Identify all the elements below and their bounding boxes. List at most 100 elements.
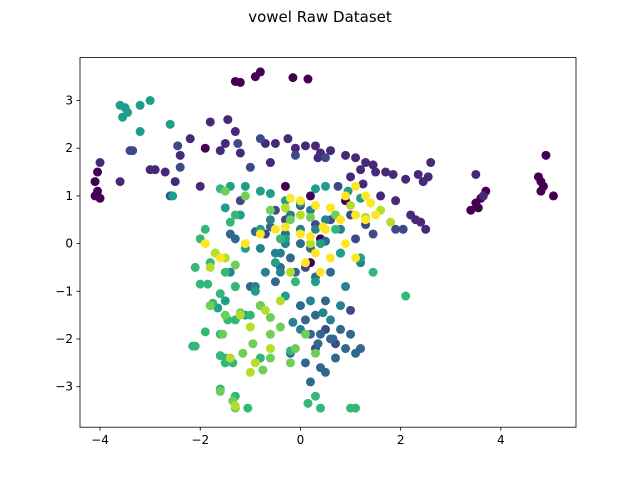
data-point bbox=[233, 138, 243, 148]
data-point bbox=[235, 77, 245, 87]
data-point bbox=[381, 167, 391, 177]
data-point bbox=[230, 260, 240, 270]
data-point bbox=[541, 150, 551, 160]
data-point bbox=[315, 329, 325, 339]
data-point bbox=[336, 301, 346, 311]
data-point bbox=[275, 248, 285, 258]
data-point bbox=[248, 339, 258, 349]
data-point bbox=[305, 239, 315, 249]
data-point bbox=[320, 367, 330, 377]
data-point bbox=[265, 344, 275, 354]
data-point bbox=[305, 212, 315, 222]
data-point bbox=[361, 158, 371, 168]
data-point bbox=[175, 162, 185, 172]
data-point bbox=[305, 231, 315, 241]
data-point bbox=[358, 179, 368, 189]
data-point bbox=[331, 224, 341, 234]
data-point bbox=[230, 210, 240, 220]
data-point bbox=[320, 181, 330, 191]
data-point bbox=[421, 224, 431, 234]
data-point bbox=[190, 341, 200, 351]
data-point bbox=[305, 191, 315, 201]
data-point bbox=[366, 198, 376, 208]
data-point bbox=[351, 181, 361, 191]
data-point bbox=[533, 172, 543, 182]
data-point bbox=[283, 134, 293, 144]
data-point bbox=[168, 191, 178, 201]
data-point bbox=[361, 191, 371, 201]
data-point bbox=[265, 158, 275, 168]
data-point bbox=[303, 398, 313, 408]
data-point bbox=[200, 224, 210, 234]
data-point bbox=[310, 248, 320, 258]
data-point bbox=[255, 229, 265, 239]
data-point bbox=[270, 258, 280, 268]
data-point bbox=[260, 305, 270, 315]
data-point bbox=[351, 153, 361, 163]
data-point bbox=[295, 301, 305, 311]
data-point bbox=[220, 186, 230, 196]
data-point bbox=[190, 262, 200, 272]
data-point bbox=[336, 324, 346, 334]
data-point bbox=[315, 239, 325, 249]
data-point bbox=[310, 224, 320, 234]
data-point bbox=[200, 143, 210, 153]
data-point bbox=[300, 258, 310, 268]
data-point bbox=[260, 267, 270, 277]
data-point bbox=[346, 305, 356, 315]
data-point bbox=[120, 103, 130, 113]
data-point bbox=[368, 160, 378, 170]
data-point bbox=[200, 239, 210, 249]
data-point bbox=[225, 353, 235, 363]
data-point bbox=[376, 191, 386, 201]
data-point bbox=[356, 165, 366, 175]
data-point bbox=[270, 224, 280, 234]
data-point bbox=[270, 138, 280, 148]
data-point bbox=[290, 150, 300, 160]
data-point bbox=[218, 329, 228, 339]
data-point bbox=[205, 117, 215, 127]
data-point bbox=[128, 146, 138, 156]
data-point bbox=[413, 169, 423, 179]
data-point bbox=[250, 358, 260, 368]
data-point bbox=[300, 358, 310, 368]
data-point bbox=[371, 210, 381, 220]
data-point bbox=[225, 217, 235, 227]
data-point bbox=[135, 127, 145, 137]
data-point bbox=[280, 181, 290, 191]
data-point bbox=[200, 327, 210, 337]
y-tick-label: 0 bbox=[65, 237, 73, 251]
data-point bbox=[230, 127, 240, 137]
data-point bbox=[391, 196, 401, 206]
data-point bbox=[478, 191, 488, 201]
data-point bbox=[346, 200, 356, 210]
data-point bbox=[336, 248, 346, 258]
data-point bbox=[215, 146, 225, 156]
data-point bbox=[326, 267, 336, 277]
y-tick-label: 2 bbox=[65, 141, 73, 155]
data-point bbox=[265, 353, 275, 363]
data-point bbox=[95, 158, 105, 168]
data-point bbox=[300, 141, 310, 151]
data-point bbox=[371, 167, 381, 177]
data-point bbox=[386, 217, 396, 227]
x-tick-label: 4 bbox=[497, 433, 505, 447]
y-axis: −3 −2 −1 0 1 2 3 bbox=[55, 94, 80, 394]
data-point bbox=[255, 67, 265, 77]
data-point bbox=[185, 134, 195, 144]
y-tick-label: −1 bbox=[55, 284, 73, 298]
data-point bbox=[538, 181, 548, 191]
data-point bbox=[305, 296, 315, 306]
data-point bbox=[398, 224, 408, 234]
y-tick-label: −2 bbox=[55, 332, 73, 346]
data-point bbox=[351, 210, 361, 220]
data-point bbox=[220, 267, 230, 277]
data-point bbox=[326, 315, 336, 325]
data-point bbox=[195, 279, 205, 289]
data-point bbox=[205, 262, 215, 272]
chart-title: vowel Raw Dataset bbox=[248, 8, 392, 26]
data-point bbox=[305, 377, 315, 387]
data-point bbox=[310, 141, 320, 151]
data-point bbox=[320, 215, 330, 225]
